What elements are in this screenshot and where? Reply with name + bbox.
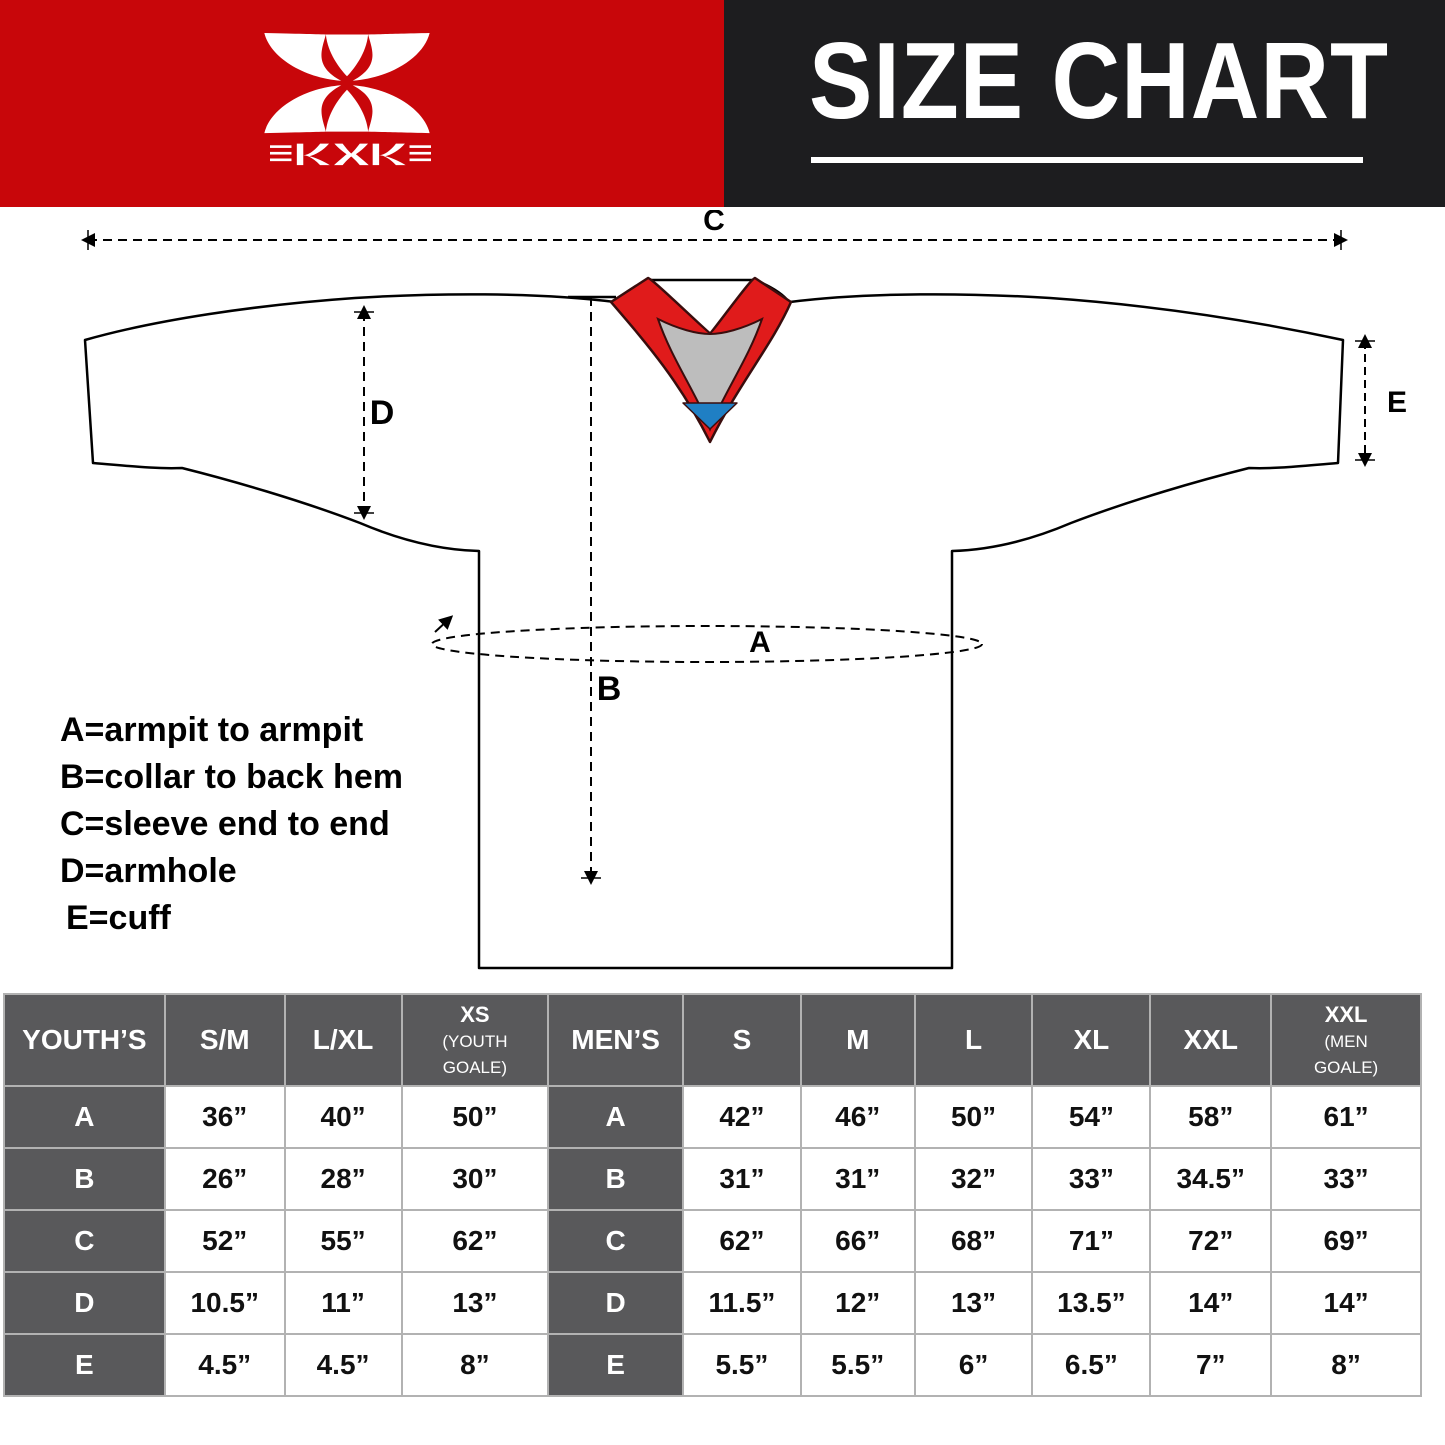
svg-text:D: D [370, 394, 395, 432]
svg-text:A: A [749, 626, 771, 659]
svg-text:C: C [703, 210, 725, 237]
svg-text:B: B [597, 670, 622, 708]
svg-text:E: E [1387, 386, 1407, 419]
